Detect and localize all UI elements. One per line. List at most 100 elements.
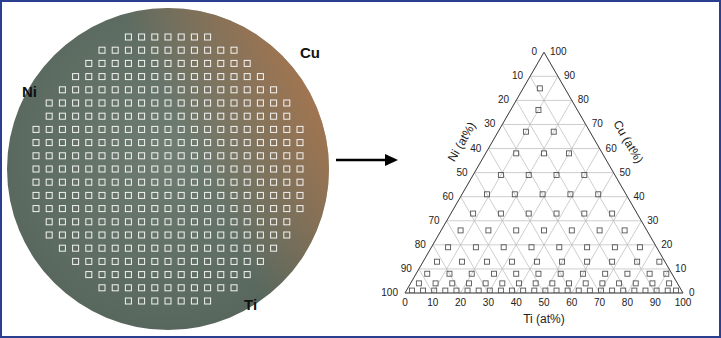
tick-label: 10 [512,70,524,81]
wafer-pad [257,206,263,212]
wafer-pad [191,166,197,172]
wafer-pad [178,47,184,53]
wafer-pad [125,47,131,53]
wafer-pad [297,206,303,212]
wafer-pad [86,113,92,119]
wafer-pad [59,206,65,212]
composition-point [632,288,637,293]
wafer-pad [218,113,224,119]
composition-point [498,288,503,293]
wafer-pad [152,285,158,291]
wafer-pad [191,100,197,106]
composition-point [612,245,617,250]
composition-point [416,281,421,286]
wafer-pad [139,126,145,132]
wafer-pad [178,219,184,225]
tick-label: 30 [484,118,496,129]
wafer-pad [165,179,171,185]
wafer-pad [99,100,105,106]
wafer-pad [165,126,171,132]
wafer-pad [178,87,184,93]
ternary-plot: 0102030405060708090100010203040506070809… [381,46,695,326]
wafer-pad [33,206,39,212]
wafer-pad [205,87,211,93]
wafer-pad [165,34,171,40]
wafer-pad [152,126,158,132]
wafer-pad [86,179,92,185]
tick-label: 0 [402,297,408,308]
wafer-pad [244,140,250,146]
wafer-pad [59,126,65,132]
wafer-pad [244,219,250,225]
wafer-pad [125,232,131,238]
composition-point [622,228,627,233]
tick-label: 0 [689,287,695,298]
wafer-pad [125,192,131,198]
wafer-pad [205,153,211,159]
composition-point [560,259,565,264]
wafer-pad [73,126,79,132]
wafer-pad [284,140,290,146]
tick-label: 60 [442,191,454,202]
wafer-pad [125,153,131,159]
wafer-pad [59,113,65,119]
composition-point [625,271,630,276]
composition-point [536,108,541,113]
wafer-pad [218,153,224,159]
wafer-pad [112,206,118,212]
wafer-pad [218,74,224,80]
tick-label: 70 [594,297,606,308]
wafer-pad [244,206,250,212]
wafer-pad [165,74,171,80]
wafer-pad [73,153,79,159]
composition-point [514,151,519,156]
wafer-pad [191,179,197,185]
wafer-pad [284,166,290,172]
wafer-pad [86,87,92,93]
wafer-pad [112,179,118,185]
wafer-pad [191,153,197,159]
composition-point [585,245,590,250]
composition-point [576,288,581,293]
grid-line [475,172,614,173]
composition-point [458,228,463,233]
wafer-pad [271,179,277,185]
wafer-pad [112,166,118,172]
axis-title: Cu (at%) [610,118,646,166]
wafer-pad [99,60,105,66]
composition-point [582,173,587,178]
wafer-pad [112,153,118,159]
wafer-pad [244,232,250,238]
wafer-pad [112,47,118,53]
composition-point [643,288,648,293]
composition-point [610,211,615,216]
composition-point [667,281,672,286]
wafer-pad [231,100,237,106]
wafer-pad [125,179,131,185]
composition-point [469,271,474,276]
wafer-pad [99,258,105,264]
wafer-pad [231,47,237,53]
wafer-pad [257,113,263,119]
composition-point [664,271,669,276]
composition-point [425,271,430,276]
wafer-pad [152,258,158,264]
wafer-pad [99,113,105,119]
wafer-pad [112,126,118,132]
wafer-pad [73,245,79,251]
wafer-pad [257,87,263,93]
wafer-pad [59,245,65,251]
wafer-pad [59,166,65,172]
composition-point [637,245,642,250]
wafer-pad [99,153,105,159]
composition-point [516,281,521,286]
wafer-pad [231,258,237,264]
wafer-pad [152,87,158,93]
wafer-pad [125,140,131,146]
wafer-pad [271,232,277,238]
composition-point [421,288,426,293]
wafer-pad [112,60,118,66]
wafer-pad [284,232,290,238]
composition-point [610,259,615,264]
points [409,86,678,293]
